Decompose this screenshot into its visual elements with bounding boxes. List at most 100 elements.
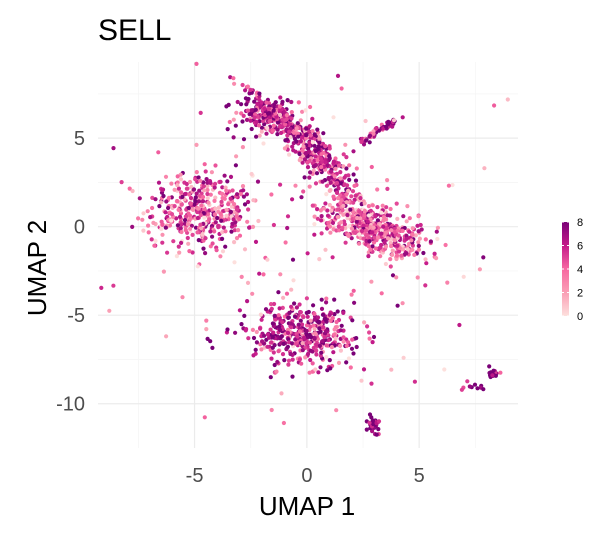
data-point — [320, 339, 325, 344]
data-point — [317, 136, 322, 141]
data-point — [194, 170, 199, 175]
data-point — [310, 140, 316, 145]
data-point — [362, 201, 367, 206]
data-point — [482, 166, 487, 171]
data-point — [231, 117, 236, 122]
data-point — [185, 222, 191, 227]
data-point — [450, 182, 455, 188]
data-point — [151, 220, 156, 225]
data-point — [342, 222, 347, 227]
data-point — [200, 199, 206, 204]
data-point — [293, 341, 298, 346]
data-point — [184, 186, 189, 191]
data-point — [198, 222, 203, 227]
data-point — [394, 201, 399, 206]
data-point — [329, 345, 334, 350]
data-point — [333, 156, 338, 161]
data-point — [329, 169, 334, 174]
data-point — [410, 247, 415, 252]
data-point — [254, 119, 259, 124]
data-point — [410, 226, 415, 231]
data-point — [324, 329, 329, 334]
data-point — [188, 226, 193, 231]
data-point — [290, 341, 295, 346]
data-point — [385, 236, 391, 241]
data-point — [324, 192, 329, 197]
data-point — [262, 106, 267, 111]
data-point — [266, 106, 271, 111]
data-point — [245, 219, 250, 224]
data-point — [375, 187, 380, 192]
data-point — [239, 102, 244, 107]
data-point — [324, 355, 329, 360]
data-point — [213, 181, 218, 186]
data-point — [416, 243, 421, 248]
data-point — [225, 327, 230, 332]
data-point — [423, 283, 428, 288]
data-point — [298, 310, 303, 315]
data-point — [314, 171, 320, 176]
data-point — [413, 233, 418, 238]
data-point — [161, 269, 166, 274]
data-point — [174, 254, 179, 259]
data-point — [329, 208, 334, 213]
data-point — [319, 214, 324, 219]
data-point — [257, 91, 262, 96]
data-point — [490, 373, 495, 378]
data-point — [265, 344, 270, 349]
data-point — [202, 162, 207, 167]
data-point — [177, 250, 182, 255]
data-point — [186, 205, 191, 211]
data-point — [252, 115, 257, 120]
data-point — [336, 207, 341, 212]
data-point — [251, 335, 257, 341]
data-point — [336, 360, 342, 365]
data-point — [391, 118, 397, 123]
x-tick-label: 0 — [301, 465, 312, 487]
data-point — [394, 275, 399, 280]
data-point — [297, 326, 302, 331]
data-point — [245, 280, 251, 285]
data-point — [256, 218, 261, 224]
data-point — [206, 200, 211, 205]
data-point — [332, 297, 337, 302]
data-point — [390, 248, 395, 253]
data-point — [378, 254, 383, 259]
y-tick-label: 5 — [74, 128, 85, 150]
data-point — [289, 110, 294, 115]
data-point — [233, 330, 238, 335]
data-point — [366, 213, 372, 218]
data-point — [241, 194, 246, 199]
data-point — [350, 318, 355, 323]
data-point — [331, 194, 336, 199]
data-point — [253, 107, 258, 112]
data-point — [332, 327, 337, 332]
data-point — [224, 213, 229, 218]
data-point — [492, 103, 497, 108]
data-point — [290, 257, 296, 262]
data-point — [242, 202, 248, 207]
data-point — [218, 254, 223, 259]
data-point — [316, 144, 321, 149]
data-point — [291, 278, 296, 283]
data-point — [228, 75, 233, 80]
data-point — [295, 334, 300, 339]
data-point — [334, 190, 340, 195]
data-point — [339, 323, 344, 328]
data-point — [276, 349, 281, 354]
data-point — [188, 195, 194, 201]
data-point — [212, 229, 217, 234]
data-point — [487, 364, 492, 369]
data-point — [272, 102, 277, 107]
data-point — [194, 61, 199, 66]
data-point — [312, 311, 317, 316]
data-point — [187, 179, 193, 185]
data-point — [224, 104, 229, 109]
data-point — [253, 347, 258, 352]
data-point — [169, 181, 174, 186]
data-point — [262, 122, 267, 127]
data-point — [208, 180, 213, 185]
data-point — [130, 188, 135, 194]
data-point — [281, 295, 286, 300]
data-point — [313, 367, 318, 372]
